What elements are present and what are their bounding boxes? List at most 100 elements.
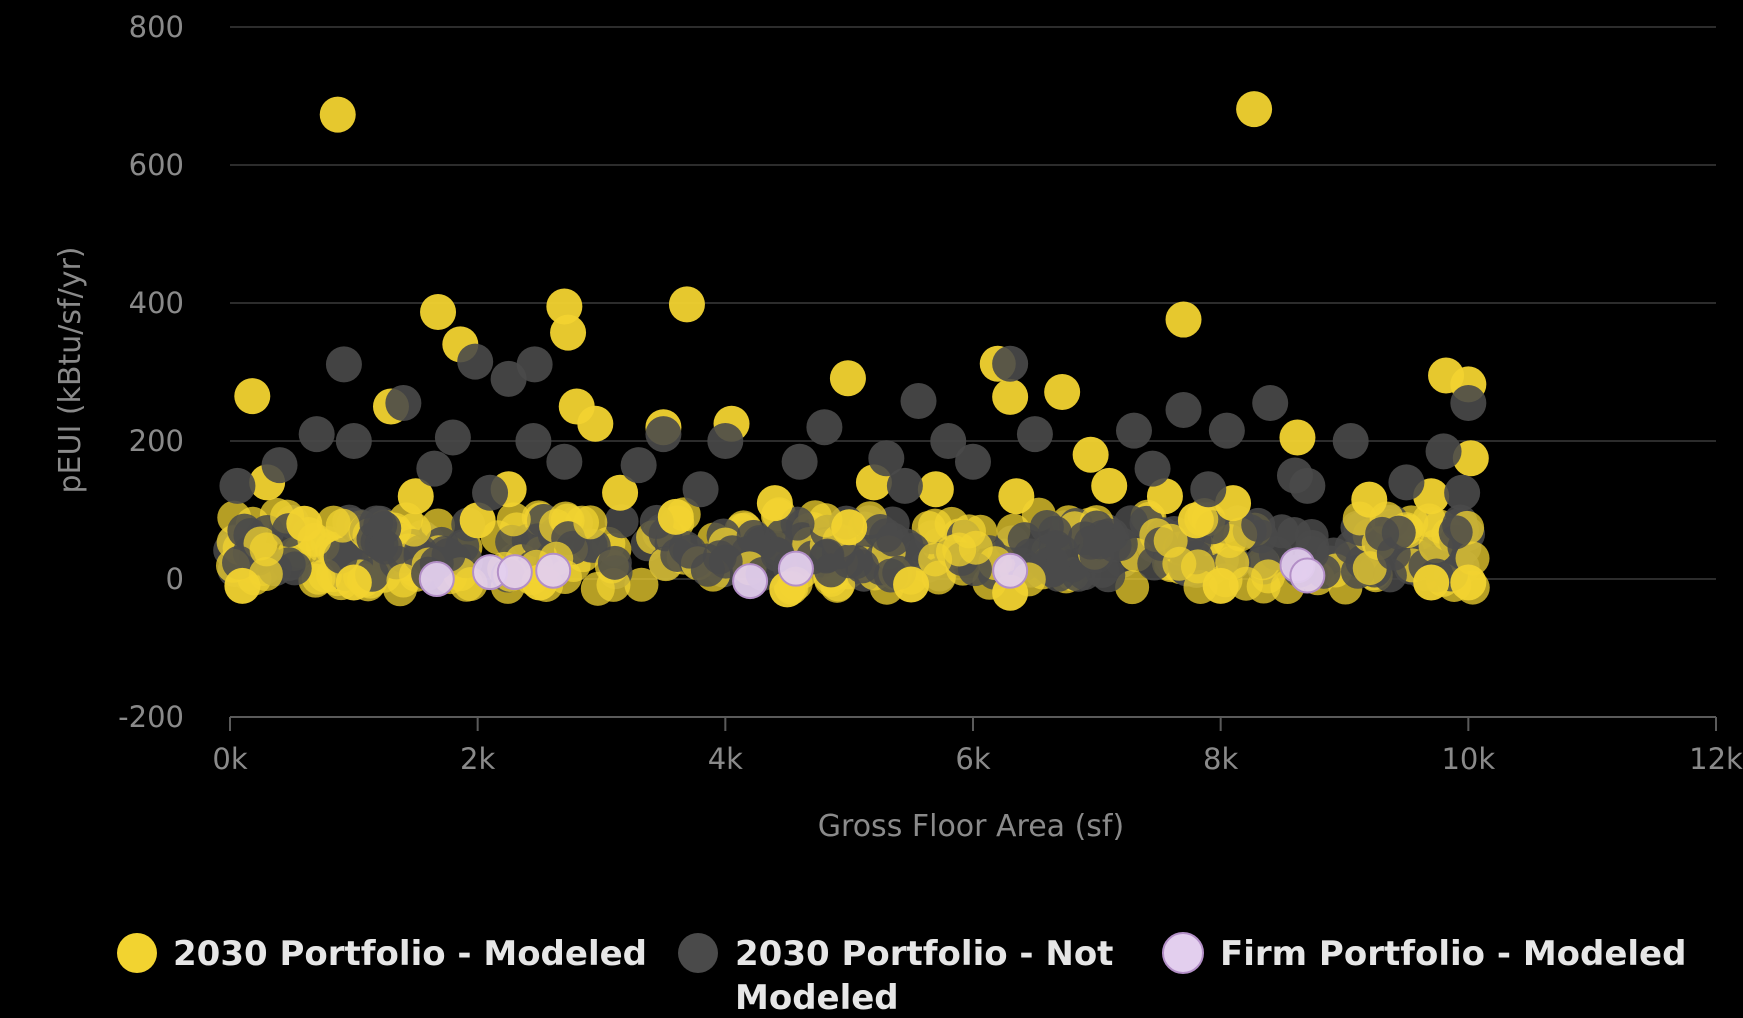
band-point — [573, 505, 608, 540]
data-point — [1208, 412, 1245, 449]
band-point — [1162, 546, 1197, 581]
data-point — [1252, 385, 1289, 422]
data-point — [1177, 502, 1214, 539]
data-point — [1450, 564, 1487, 601]
band-point — [1037, 515, 1072, 550]
data-point — [1044, 374, 1081, 411]
data-point — [602, 474, 639, 511]
legend-label: Firm Portfolio - Modeled — [1220, 934, 1686, 974]
x-tick-label: 4k — [708, 742, 743, 776]
data-point — [893, 566, 930, 603]
data-point — [550, 314, 587, 351]
y-axis-title: pEUI (kBtu/sf/yr) — [53, 247, 88, 494]
band-point — [624, 567, 659, 602]
data-point — [806, 409, 843, 446]
band-point — [496, 502, 531, 537]
y-axis-ticks: 800 600 400 200 0 -200 — [118, 10, 184, 734]
data-point — [1444, 474, 1481, 511]
data-point — [325, 346, 362, 383]
data-point — [620, 447, 657, 484]
data-point — [1289, 467, 1326, 504]
data-point — [682, 471, 719, 508]
data-point — [298, 416, 335, 453]
data-point — [1236, 91, 1273, 128]
data-point — [335, 564, 372, 601]
data-point — [829, 360, 866, 397]
data-point — [868, 440, 905, 477]
band-point — [869, 518, 904, 553]
data-point — [998, 478, 1035, 515]
data-point — [886, 467, 923, 504]
data-point — [1388, 464, 1425, 501]
data-point — [420, 293, 457, 330]
legend-marker — [117, 933, 157, 973]
gridlines — [230, 26, 1716, 718]
data-point — [756, 485, 793, 522]
data-point — [1450, 385, 1487, 422]
x-tick-label: 12k — [1689, 742, 1743, 776]
band-point — [397, 512, 432, 547]
data-point — [930, 423, 967, 459]
data-point — [781, 443, 818, 480]
data-point — [224, 567, 261, 604]
data-point — [1279, 419, 1316, 456]
data-point — [546, 443, 583, 480]
data-point — [1289, 557, 1326, 594]
y-tick-label: -200 — [118, 700, 184, 734]
data-point — [1332, 423, 1369, 459]
data-point — [1351, 481, 1388, 518]
data-point — [397, 478, 434, 515]
x-tick-label: 8k — [1203, 742, 1238, 776]
data-point — [1202, 567, 1239, 604]
data-point — [707, 423, 744, 459]
band-point — [1294, 519, 1329, 554]
data-point — [459, 502, 496, 539]
y-tick-label: 800 — [129, 10, 184, 44]
data-point — [1413, 564, 1450, 601]
x-axis: 0k 2k 4k 6k 8k 10k 12k — [212, 716, 1743, 776]
y-tick-label: 0 — [166, 562, 184, 596]
x-tick-label: 10k — [1441, 742, 1495, 776]
data-point — [831, 509, 868, 546]
legend: 2030 Portfolio - Modeled 2030 Portfolio -… — [117, 932, 1686, 1018]
band-point — [325, 508, 360, 543]
data-point — [777, 550, 814, 587]
data-point — [234, 378, 271, 415]
y-tick-label: 200 — [129, 424, 184, 458]
data-point — [472, 474, 509, 511]
data-point — [1190, 471, 1227, 508]
data-point — [992, 378, 1029, 415]
band-point — [918, 508, 953, 543]
band-point — [952, 514, 987, 549]
legend-label: 2030 Portfolio - Not Modeled — [735, 934, 1113, 1018]
data-point — [335, 423, 372, 459]
x-axis-title: Gross Floor Area (sf) — [818, 809, 1124, 844]
data-point — [219, 467, 256, 504]
data-point — [1115, 412, 1152, 449]
data-point — [319, 96, 356, 133]
data-point — [1165, 301, 1202, 338]
data-point — [515, 423, 552, 459]
data-point — [900, 382, 937, 419]
band-point — [1365, 516, 1400, 551]
data-point — [546, 288, 583, 325]
legend-marker — [1162, 932, 1204, 974]
data-point — [434, 419, 471, 456]
band-point — [813, 553, 848, 588]
data-point — [385, 385, 422, 422]
x-tick-label: 2k — [460, 742, 495, 776]
data-point — [416, 450, 453, 487]
data-point — [1072, 436, 1109, 473]
band-point — [780, 506, 815, 541]
data-point — [917, 471, 954, 508]
band-point — [1251, 559, 1286, 594]
band-point — [1438, 515, 1473, 550]
data-point — [1452, 440, 1489, 477]
data-point — [645, 416, 682, 453]
data-point — [1134, 450, 1171, 487]
legend-label: 2030 Portfolio - Modeled — [173, 934, 647, 974]
data-point — [1091, 467, 1128, 504]
band-point — [736, 519, 771, 554]
band-point — [690, 552, 725, 587]
